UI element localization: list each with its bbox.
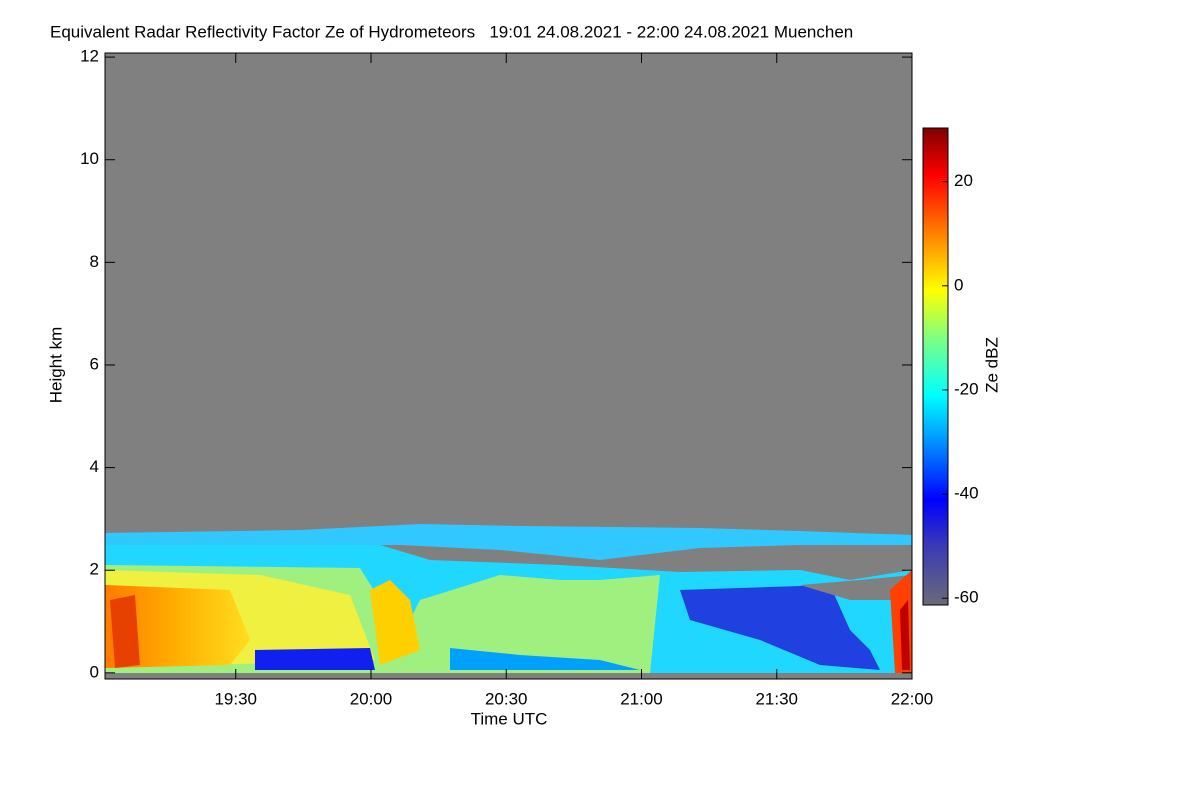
y-tick-label: 2	[90, 560, 99, 579]
echo-region	[370, 580, 420, 665]
y-axis-label: Height km	[46, 327, 65, 404]
echo-region	[450, 648, 640, 670]
echo-gap	[800, 575, 912, 600]
chart-title: Equivalent Radar Reflectivity Factor Ze …	[50, 22, 853, 41]
colorbar-tick-label: -20	[954, 379, 979, 398]
y-tick-label: 6	[90, 354, 99, 373]
y-tick-label: 12	[80, 47, 99, 66]
x-tick-label: 19:30	[214, 689, 257, 708]
colorbar-label: Ze dBZ	[982, 337, 1001, 393]
plot-frame	[104, 52, 913, 680]
echo-region	[105, 585, 250, 668]
colorbar-tick-label: 0	[954, 275, 963, 294]
echo-region	[900, 600, 910, 670]
echo-region	[255, 648, 375, 670]
y-tick-label: 8	[90, 252, 99, 271]
echo-field	[105, 53, 912, 679]
x-tick-label: 21:00	[620, 689, 663, 708]
echo-region	[110, 595, 140, 668]
x-tick-label: 20:00	[350, 689, 393, 708]
y-tick-label: 10	[80, 149, 99, 168]
colorbar-tick-label: -40	[954, 484, 979, 503]
y-tick-label: 0	[90, 662, 99, 681]
x-tick-label: 21:30	[755, 689, 798, 708]
colorbar-tick-label: 20	[954, 171, 973, 190]
x-tick-label: 22:00	[891, 689, 934, 708]
colorbar	[922, 127, 949, 606]
x-tick-label: 20:30	[485, 689, 528, 708]
echo-region	[680, 585, 880, 670]
echo-region	[105, 524, 912, 560]
x-axis-label: Time UTC	[471, 709, 548, 728]
y-tick-label: 4	[90, 457, 99, 476]
colorbar-tick-label: -60	[954, 588, 979, 607]
